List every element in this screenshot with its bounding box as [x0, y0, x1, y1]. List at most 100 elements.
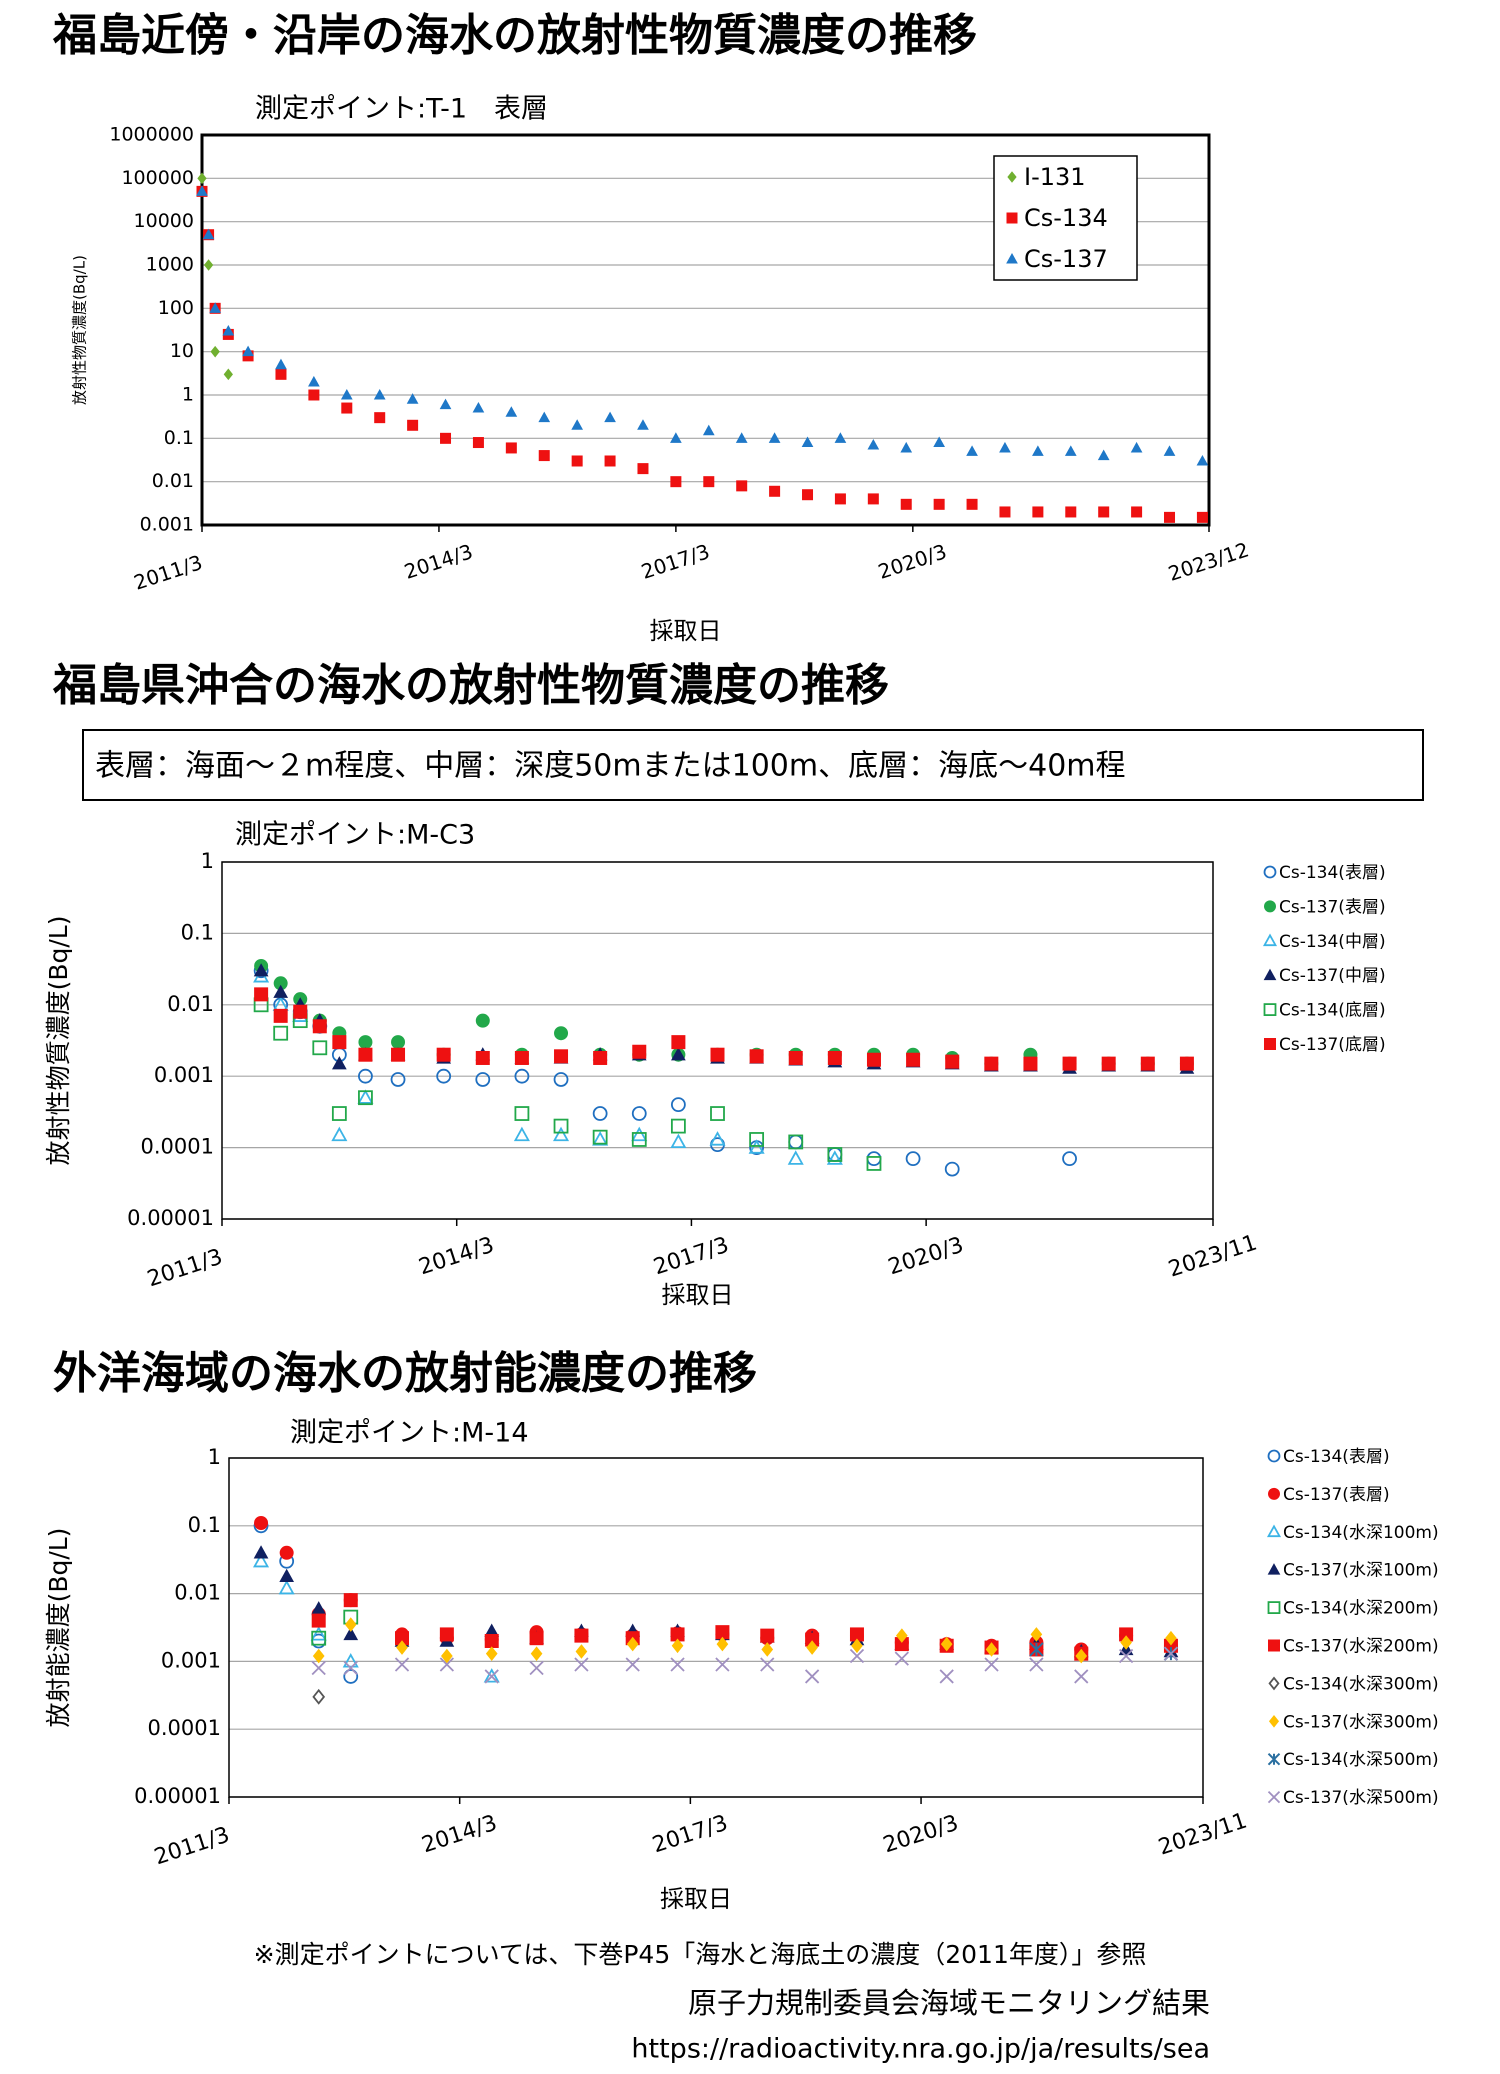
y-tick-label: 1 [201, 849, 214, 873]
data-point [625, 1657, 640, 1672]
data-point [999, 441, 1011, 453]
chart-subtitle: 測定ポイント:M-14 [290, 1418, 529, 1449]
data-point [1196, 454, 1209, 466]
legend-label: Cs-137(表層) [1283, 1485, 1390, 1505]
data-point [866, 1156, 882, 1171]
y-tick-label: 10 [170, 340, 194, 362]
y-tick-label: 0.01 [152, 470, 194, 492]
legend-label: Cs-134(水深200m) [1283, 1599, 1439, 1619]
data-point [1032, 445, 1044, 456]
data-point [1179, 1056, 1194, 1071]
data-point [604, 411, 616, 423]
data-point [1030, 1627, 1043, 1642]
data-point [332, 1035, 347, 1050]
data-point [514, 1068, 530, 1084]
legend-label: Cs-134(中層) [1279, 932, 1386, 952]
data-point [253, 1545, 269, 1559]
data-point [944, 1161, 960, 1177]
data-point [513, 1126, 530, 1142]
data-point [553, 1118, 569, 1134]
data-point [1120, 1635, 1132, 1650]
data-point [574, 1657, 589, 1672]
data-point [210, 345, 220, 358]
data-point [343, 1669, 359, 1684]
y-tick-label: 0.0001 [141, 1135, 214, 1159]
data-point [514, 1050, 529, 1065]
y-tick-label: 0.001 [161, 1648, 221, 1672]
data-point [440, 432, 452, 444]
chart-subtitle: 測定ポイント:T-1 表層 [255, 94, 548, 125]
data-point [940, 1636, 953, 1652]
data-point [196, 185, 208, 196]
legend-marker [1262, 933, 1278, 947]
data-point [273, 1025, 289, 1041]
data-point [439, 1657, 455, 1672]
legend-label: Cs-137(表層) [1279, 897, 1386, 917]
data-point [632, 1044, 647, 1059]
legend-marker [1263, 1003, 1277, 1016]
legend-label: Cs-134(水深100m) [1283, 1523, 1439, 1543]
data-point [788, 1134, 804, 1150]
legend-marker [1268, 1487, 1280, 1500]
data-point [769, 485, 781, 497]
data-point [670, 1097, 686, 1113]
y-tick-label: 0.00001 [134, 1784, 221, 1808]
data-point [748, 1139, 765, 1154]
y-tick-label: 0.1 [164, 427, 194, 449]
data-point [223, 368, 233, 381]
y-tick-label: 1000 [146, 254, 194, 276]
data-point [849, 1648, 865, 1664]
data-point [436, 1047, 451, 1062]
data-point [1165, 1630, 1177, 1646]
data-point [253, 1552, 270, 1568]
data-point [710, 1047, 725, 1062]
data-point [592, 1129, 608, 1145]
data-point [710, 1106, 725, 1121]
footer-note: ※測定ポイントについては、下巻P45「海水と海底土の濃度（2011年度）」参照 [254, 1940, 1147, 1969]
data-point [1164, 511, 1176, 523]
data-point [1163, 1646, 1179, 1661]
data-point [749, 1049, 764, 1064]
data-point [1062, 1151, 1077, 1167]
data-point [312, 1648, 325, 1664]
y-tick-label: 1 [182, 384, 194, 406]
data-point [1029, 1642, 1044, 1657]
data-point [439, 398, 452, 410]
data-point [278, 1579, 295, 1595]
chart-title: 外洋海域の海水の放射能濃度の推移 [53, 1348, 757, 1399]
data-point [592, 1131, 609, 1146]
data-point [826, 1150, 843, 1165]
data-point [703, 476, 715, 488]
data-point [571, 419, 584, 430]
legend-marker [1268, 1714, 1280, 1728]
data-point [343, 1660, 358, 1676]
data-point [273, 1008, 288, 1023]
data-point [939, 1669, 954, 1684]
legend-marker [1267, 1790, 1281, 1804]
legend-label: Cs-137(底層) [1279, 1035, 1386, 1055]
data-point [999, 506, 1011, 518]
data-point [436, 1068, 452, 1084]
data-point [571, 455, 583, 467]
plot-frame [200, 133, 1211, 527]
data-point [702, 424, 715, 436]
y-tick-label: 0.001 [154, 1063, 214, 1087]
legend-marker [1268, 1676, 1280, 1691]
data-point [340, 388, 353, 400]
data-point [827, 1147, 843, 1162]
y-tick-label: 0.001 [140, 514, 194, 536]
data-point [768, 432, 781, 443]
data-point [553, 1072, 569, 1087]
data-point [894, 1651, 909, 1666]
legend-marker [1006, 252, 1018, 264]
data-point [311, 1613, 326, 1628]
data-point [407, 419, 419, 431]
data-point [310, 1626, 327, 1641]
data-point [827, 1050, 842, 1065]
data-point [801, 436, 814, 448]
data-point [554, 1026, 569, 1041]
legend-label: Cs-137(中層) [1279, 966, 1386, 986]
legend-label: Cs-134(表層) [1283, 1447, 1390, 1467]
data-point [1131, 506, 1143, 518]
